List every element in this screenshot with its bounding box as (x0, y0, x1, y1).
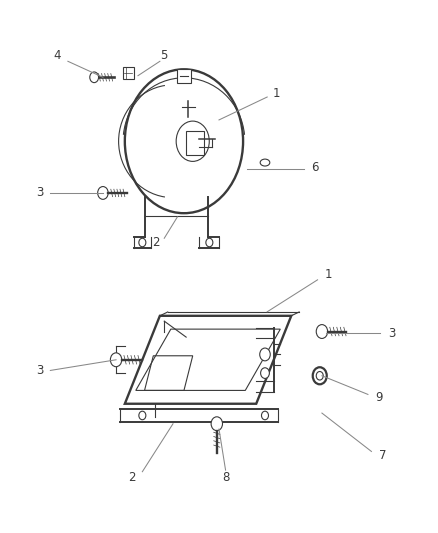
Text: 2: 2 (127, 471, 135, 483)
Ellipse shape (260, 159, 270, 166)
Polygon shape (125, 316, 291, 404)
Text: 8: 8 (222, 471, 229, 483)
Circle shape (261, 411, 268, 420)
Text: 4: 4 (53, 50, 61, 62)
Circle shape (206, 238, 213, 247)
Circle shape (110, 353, 122, 367)
Bar (123, 67, 134, 79)
Text: 2: 2 (152, 236, 159, 249)
Text: 5: 5 (161, 50, 168, 62)
Circle shape (98, 187, 108, 199)
Circle shape (211, 417, 223, 431)
Circle shape (139, 411, 146, 420)
Circle shape (260, 348, 270, 361)
Bar (186, 131, 204, 155)
Circle shape (90, 72, 99, 83)
Text: 3: 3 (36, 187, 43, 199)
Text: 1: 1 (272, 87, 280, 100)
Bar (177, 69, 191, 83)
Text: 9: 9 (375, 391, 383, 403)
Circle shape (139, 238, 146, 247)
Text: 6: 6 (311, 161, 319, 174)
Circle shape (261, 368, 269, 378)
Text: 1: 1 (325, 268, 332, 281)
Circle shape (313, 367, 327, 384)
Text: 7: 7 (379, 449, 387, 462)
Text: 3: 3 (36, 364, 43, 377)
Text: 3: 3 (389, 327, 396, 340)
Circle shape (316, 325, 328, 338)
